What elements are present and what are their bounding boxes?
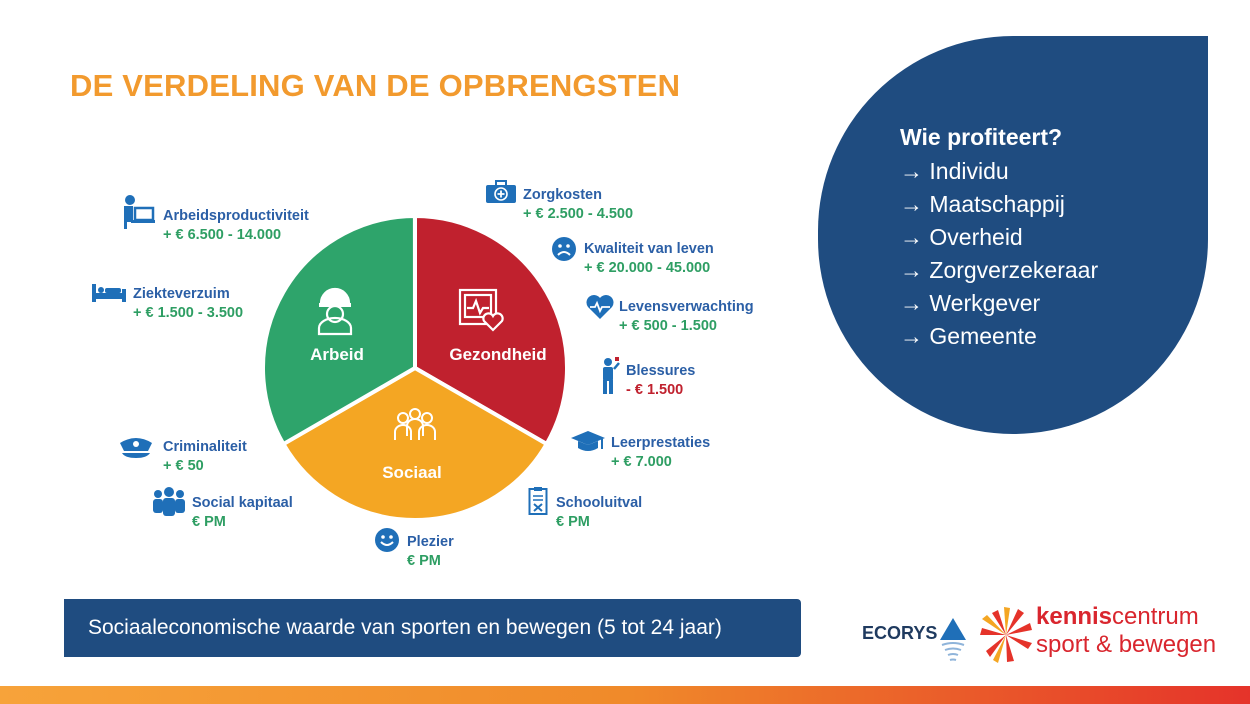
item-value: + € 6.500 - 14.000 bbox=[163, 227, 282, 243]
item-schooluitval: Schooluitval € PM bbox=[556, 494, 642, 532]
item-label: Blessures bbox=[626, 363, 696, 379]
item-value: + € 7.000 bbox=[611, 454, 672, 470]
item-value: + € 50 bbox=[163, 458, 204, 474]
clipboard-x-icon bbox=[528, 487, 548, 515]
desk-worker-icon bbox=[124, 195, 155, 229]
item-value: + € 500 - 1.500 bbox=[619, 318, 717, 334]
item-value: € PM bbox=[556, 514, 590, 530]
item-levensverwachting: Levensverwachting + € 500 - 1.500 bbox=[619, 298, 754, 336]
item-label: Zorgkosten bbox=[523, 187, 602, 203]
profit-item: → Overheid bbox=[900, 224, 1023, 250]
pie-slice-sociaal bbox=[280, 365, 550, 522]
item-leerprestaties: Leerprestaties + € 7.000 bbox=[611, 434, 710, 472]
item-value: € PM bbox=[192, 514, 226, 530]
item-label: Social kapitaal bbox=[192, 495, 293, 511]
item-value: + € 2.500 - 4.500 bbox=[523, 206, 634, 222]
item-value: € PM bbox=[407, 553, 441, 569]
caption-banner: Sociaaleconomische waarde van sporten en… bbox=[64, 599, 801, 657]
item-value: + € 1.500 - 3.500 bbox=[133, 305, 244, 321]
pie-slice-gezondheid bbox=[413, 213, 569, 447]
item-label: Kwaliteit van leven bbox=[584, 241, 714, 257]
kc-bold: kennis bbox=[1036, 603, 1113, 630]
ecorys-logo-icon bbox=[940, 618, 966, 661]
profit-item: → Zorgverzekeraar bbox=[900, 257, 1099, 283]
item-value: - € 1.500 bbox=[626, 382, 684, 398]
health-monitor-icon bbox=[458, 288, 504, 332]
page-title: DE VERDELING VAN DE OPBRENGSTEN bbox=[70, 68, 681, 103]
item-kwaliteit-van-leven: Kwaliteit van leven + € 20.000 - 45.000 bbox=[584, 240, 714, 278]
pie-label-arbeid: Arbeid bbox=[310, 345, 364, 364]
smiley-icon bbox=[375, 528, 399, 552]
item-label: Ziekteverzuim bbox=[133, 286, 230, 302]
pie-slice-arbeid bbox=[261, 213, 418, 447]
group-icon bbox=[153, 487, 185, 516]
pie-label-sociaal: Sociaal bbox=[382, 463, 442, 482]
profit-list: → Individu → Maatschappij → Overheid → Z… bbox=[900, 155, 1098, 353]
item-criminaliteit: Criminaliteit + € 50 bbox=[163, 438, 247, 476]
item-label: Arbeidsproductiviteit bbox=[163, 208, 309, 224]
injured-person-icon bbox=[603, 357, 620, 394]
profit-item: → Maatschappij bbox=[900, 191, 1065, 217]
item-social-kapitaal: Social kapitaal € PM bbox=[192, 494, 293, 532]
profit-item: → Werkgever bbox=[900, 290, 1041, 316]
profit-item: → Individu bbox=[900, 158, 1009, 184]
footer-gradient-bar bbox=[0, 686, 1250, 704]
people-group-icon bbox=[394, 408, 436, 440]
ecorys-logo-text: ECORYS bbox=[862, 623, 938, 643]
item-arbeidsproductiviteit: Arbeidsproductiviteit + € 6.500 - 14.000 bbox=[163, 207, 309, 245]
item-label: Criminaliteit bbox=[163, 439, 247, 455]
kc-rest: centrum bbox=[1112, 603, 1199, 630]
item-label: Leerprestaties bbox=[611, 435, 711, 451]
profit-bubble bbox=[818, 36, 1208, 434]
item-plezier: Plezier € PM bbox=[407, 533, 454, 571]
item-label: Schooluitval bbox=[556, 495, 643, 511]
heart-pulse-icon bbox=[586, 295, 614, 319]
police-cap-icon bbox=[120, 438, 152, 458]
item-value: + € 20.000 - 45.000 bbox=[584, 260, 711, 276]
kenniscentrum-logo-line1: kenniscentrum bbox=[1036, 604, 1199, 630]
kenniscentrum-logo-icon bbox=[980, 607, 1032, 663]
sad-face-icon bbox=[552, 237, 576, 261]
worker-icon bbox=[317, 287, 353, 336]
item-zorgkosten: Zorgkosten + € 2.500 - 4.500 bbox=[523, 186, 633, 224]
kenniscentrum-logo-line2: sport & bewegen bbox=[1036, 631, 1217, 658]
medical-kit-icon bbox=[486, 180, 516, 203]
profit-title: Wie profiteert? bbox=[900, 124, 1063, 150]
profit-item: → Gemeente bbox=[900, 323, 1037, 349]
item-ziekteverzuim: Ziekteverzuim + € 1.500 - 3.500 bbox=[133, 285, 243, 323]
item-label: Levensverwachting bbox=[619, 299, 754, 315]
bed-icon bbox=[92, 284, 126, 302]
item-blessures: Blessures - € 1.500 bbox=[626, 362, 695, 400]
item-label: Plezier bbox=[407, 534, 454, 550]
pie-label-gezondheid: Gezondheid bbox=[449, 345, 546, 364]
pie-chart: Arbeid Gezondheid Sociaal bbox=[261, 213, 569, 522]
graduation-cap-icon bbox=[571, 431, 605, 451]
